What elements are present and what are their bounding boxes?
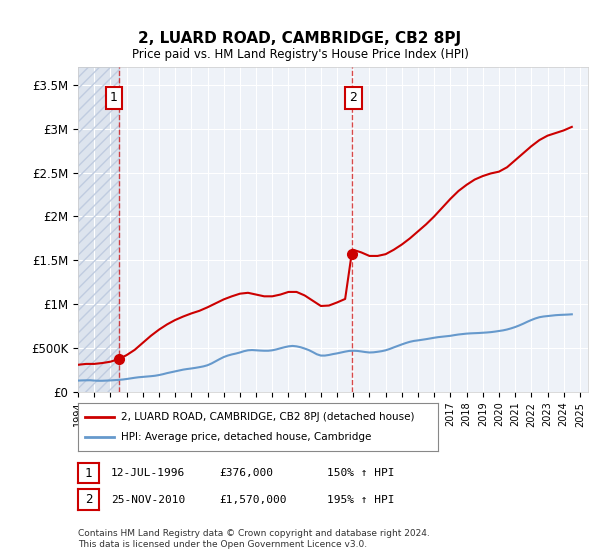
Text: 150% ↑ HPI: 150% ↑ HPI: [327, 468, 395, 478]
Bar: [78, 67, 119, 392]
Text: HPI: Average price, detached house, Cambridge: HPI: Average price, detached house, Camb…: [121, 432, 371, 442]
Text: 2: 2: [349, 91, 357, 104]
Text: 1: 1: [110, 91, 118, 104]
Text: 2, LUARD ROAD, CAMBRIDGE, CB2 8PJ (detached house): 2, LUARD ROAD, CAMBRIDGE, CB2 8PJ (detac…: [121, 412, 415, 422]
Text: 1: 1: [85, 466, 92, 480]
Text: £376,000: £376,000: [219, 468, 273, 478]
Text: £1,570,000: £1,570,000: [219, 494, 287, 505]
Text: 25-NOV-2010: 25-NOV-2010: [111, 494, 185, 505]
Bar: [78, 67, 119, 392]
Text: 2, LUARD ROAD, CAMBRIDGE, CB2 8PJ: 2, LUARD ROAD, CAMBRIDGE, CB2 8PJ: [139, 31, 461, 46]
Text: 2: 2: [85, 493, 92, 506]
Text: Price paid vs. HM Land Registry's House Price Index (HPI): Price paid vs. HM Land Registry's House …: [131, 48, 469, 60]
Text: Contains HM Land Registry data © Crown copyright and database right 2024.
This d: Contains HM Land Registry data © Crown c…: [78, 529, 430, 549]
Text: 195% ↑ HPI: 195% ↑ HPI: [327, 494, 395, 505]
Text: 12-JUL-1996: 12-JUL-1996: [111, 468, 185, 478]
